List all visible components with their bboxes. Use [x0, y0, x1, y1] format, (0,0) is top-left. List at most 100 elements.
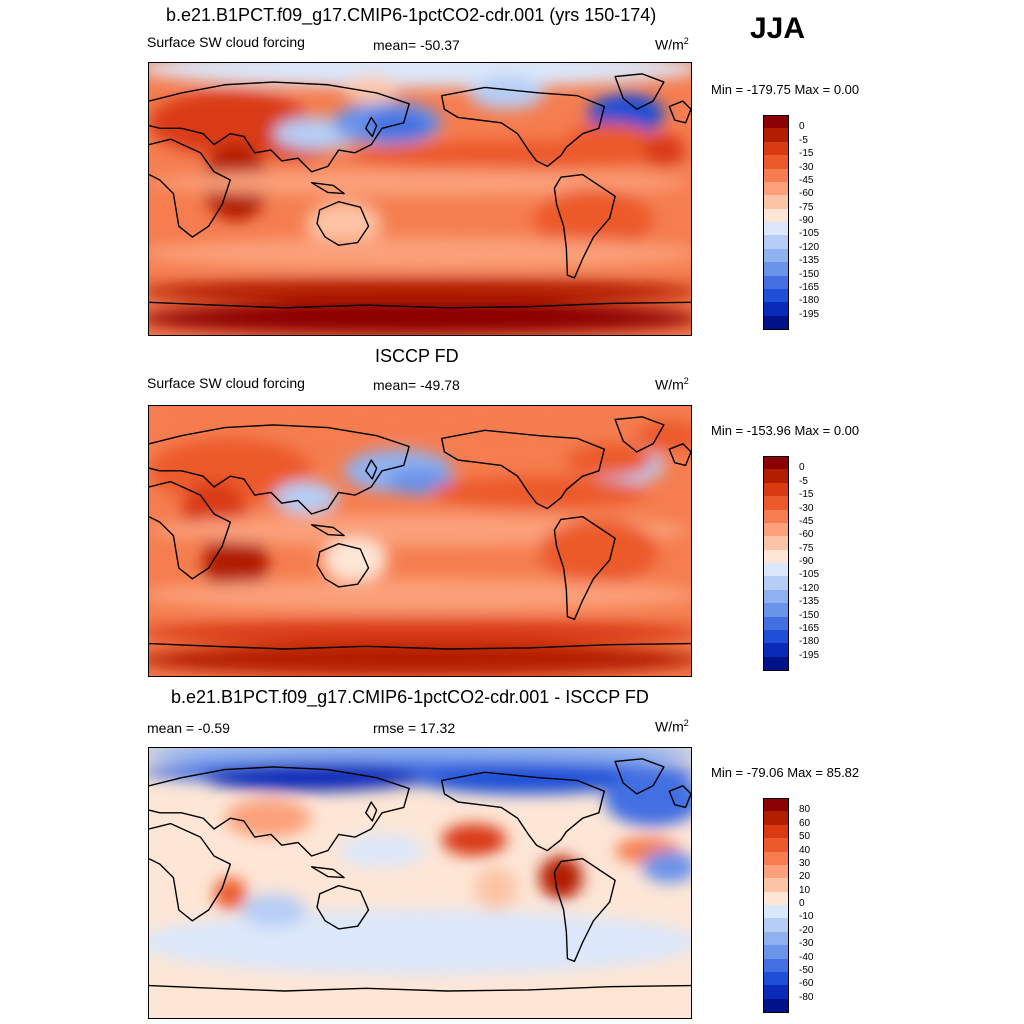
- coastline: [366, 802, 377, 821]
- panel-3-units: W/m2: [655, 718, 689, 735]
- panel-2-mean-label: mean= -49.78: [373, 377, 460, 393]
- panel-2-map: [148, 405, 692, 677]
- coastline: [149, 986, 691, 991]
- colorbar-swatch: [763, 905, 789, 919]
- colorbar-tick-label: -180: [799, 295, 820, 307]
- colorbar-swatch: [763, 576, 789, 590]
- colorbar-swatch: [763, 971, 789, 986]
- colorbar-swatch: [763, 998, 789, 1013]
- panel-2-title: ISCCP FD: [375, 346, 459, 366]
- colorbar-tick-label: -30: [799, 502, 814, 514]
- coastline: [149, 767, 409, 856]
- colorbar-swatch: [763, 195, 789, 209]
- colorbar-swatch: [763, 798, 789, 813]
- colorbar-tick-label: -5: [799, 134, 808, 146]
- panel-2-colorbar: 0 -5 -15 -30 -45 -60 -75 -90 -105 -120 -135 -150 -16…: [763, 456, 853, 671]
- field-region: [149, 980, 691, 1013]
- panel-3-rmse-label: rmse = 17.32: [373, 720, 456, 736]
- panel-3-mean-label: mean = -0.59: [147, 720, 230, 736]
- colorbar-tick-label: -60: [799, 188, 814, 200]
- colorbar-swatch: [763, 315, 789, 330]
- colorbar-swatch: [763, 931, 789, 946]
- colorbar-swatch: [763, 891, 789, 905]
- colorbar-swatch: [763, 222, 789, 236]
- colorbar-swatch: [763, 456, 789, 471]
- colorbar-tick-label: -45: [799, 174, 814, 186]
- map-field: [149, 748, 691, 1018]
- colorbar-swatch: [763, 549, 789, 563]
- colorbar-tick-label: -165: [799, 622, 820, 634]
- field-region: [149, 237, 691, 270]
- panel-3-colorbar: 80 60 50 40 30 20 10 0 -10 -20 -30 -40 -50 -60 -80: [763, 798, 853, 1013]
- field-region: [149, 438, 312, 504]
- field-region: [642, 850, 691, 883]
- panel-2-variable-label: Surface SW cloud forcing: [147, 375, 305, 391]
- colorbar-swatch: [763, 302, 789, 316]
- field-region: [241, 893, 307, 927]
- colorbar-swatch: [763, 958, 789, 972]
- season-label: JJA: [750, 12, 806, 45]
- coastline: [149, 482, 230, 579]
- field-region: [149, 302, 691, 335]
- panel-1-colorbar: 0 -5 -15 -30 -45 -60 -75 -90 -105 -120 -135 -150 -16…: [763, 115, 853, 330]
- field-region: [344, 76, 399, 104]
- colorbar-swatch: [763, 563, 789, 577]
- colorbar-tick-label: -90: [799, 215, 814, 226]
- coastline: [554, 859, 615, 962]
- colorbar-tick-label: -180: [799, 636, 820, 648]
- colorbar-tick-label: -30: [799, 161, 814, 173]
- panel-3-map: [148, 747, 692, 1019]
- panel-1-map: [148, 62, 692, 336]
- field-region: [349, 140, 654, 171]
- colorbar-tick-label: -195: [799, 308, 820, 320]
- colorbar-swatch: [763, 141, 789, 156]
- colorbar-tick-label: 60: [799, 817, 811, 829]
- field-region: [539, 519, 659, 585]
- colorbar-tick-label: -20: [799, 924, 814, 936]
- colorbar-tick-label: 20: [799, 871, 811, 883]
- colorbar-tick-label: 10: [799, 884, 811, 896]
- field-region: [214, 877, 247, 910]
- coastline: [366, 117, 377, 136]
- coastline: [442, 772, 605, 850]
- colorbar-swatch: [763, 509, 789, 523]
- colorbar-tick-label: -165: [799, 281, 820, 293]
- panel-1-minmax: Min = -179.75 Max = 0.00: [711, 82, 860, 97]
- colorbar-swatch: [763, 275, 789, 289]
- colorbar-swatch: [763, 918, 789, 932]
- colorbar-tick-label: -10: [799, 911, 814, 923]
- field-region: [149, 169, 691, 197]
- coastline: [149, 644, 691, 649]
- panel-1-title: b.e21.B1PCT.f09_g17.CMIP6-1pctCO2-cdr.00…: [166, 5, 657, 25]
- colorbar-swatch: [763, 643, 789, 657]
- colorbar-tick-label: -135: [799, 596, 820, 608]
- field-region: [322, 538, 388, 582]
- colorbar-tick-label: 30: [799, 857, 811, 869]
- colorbar-tick-label: -120: [799, 582, 820, 594]
- field-region: [468, 76, 545, 110]
- colorbar-swatch: [763, 115, 789, 130]
- coastline: [615, 74, 664, 109]
- panel-2-units: W/m2: [655, 376, 689, 393]
- field-region: [636, 419, 691, 452]
- colorbar-tick-label: -80: [799, 991, 814, 1003]
- colorbar-tick-label: -75: [799, 201, 814, 213]
- field-region: [420, 766, 637, 794]
- coastline: [669, 444, 691, 466]
- colorbar-tick-label: -50: [799, 964, 814, 976]
- colorbar-tick-label: -5: [799, 475, 808, 487]
- colorbar-tick-label: -75: [799, 542, 814, 554]
- colorbar-swatch: [763, 262, 789, 276]
- field-region: [273, 481, 339, 514]
- colorbar-tick-label: 40: [799, 844, 811, 856]
- coastline: [312, 867, 345, 878]
- colorbar-tick-label: 80: [799, 804, 811, 816]
- colorbar-tick-label: -15: [799, 148, 814, 160]
- coastline: [317, 886, 368, 929]
- colorbar-swatch: [763, 603, 789, 617]
- panel-3-minmax: Min = -79.06 Max = 85.82: [711, 765, 860, 780]
- colorbar-swatch: [763, 851, 789, 865]
- field-region: [149, 643, 691, 676]
- colorbar-swatch: [763, 208, 789, 222]
- colorbar-tick-label: -150: [799, 609, 820, 621]
